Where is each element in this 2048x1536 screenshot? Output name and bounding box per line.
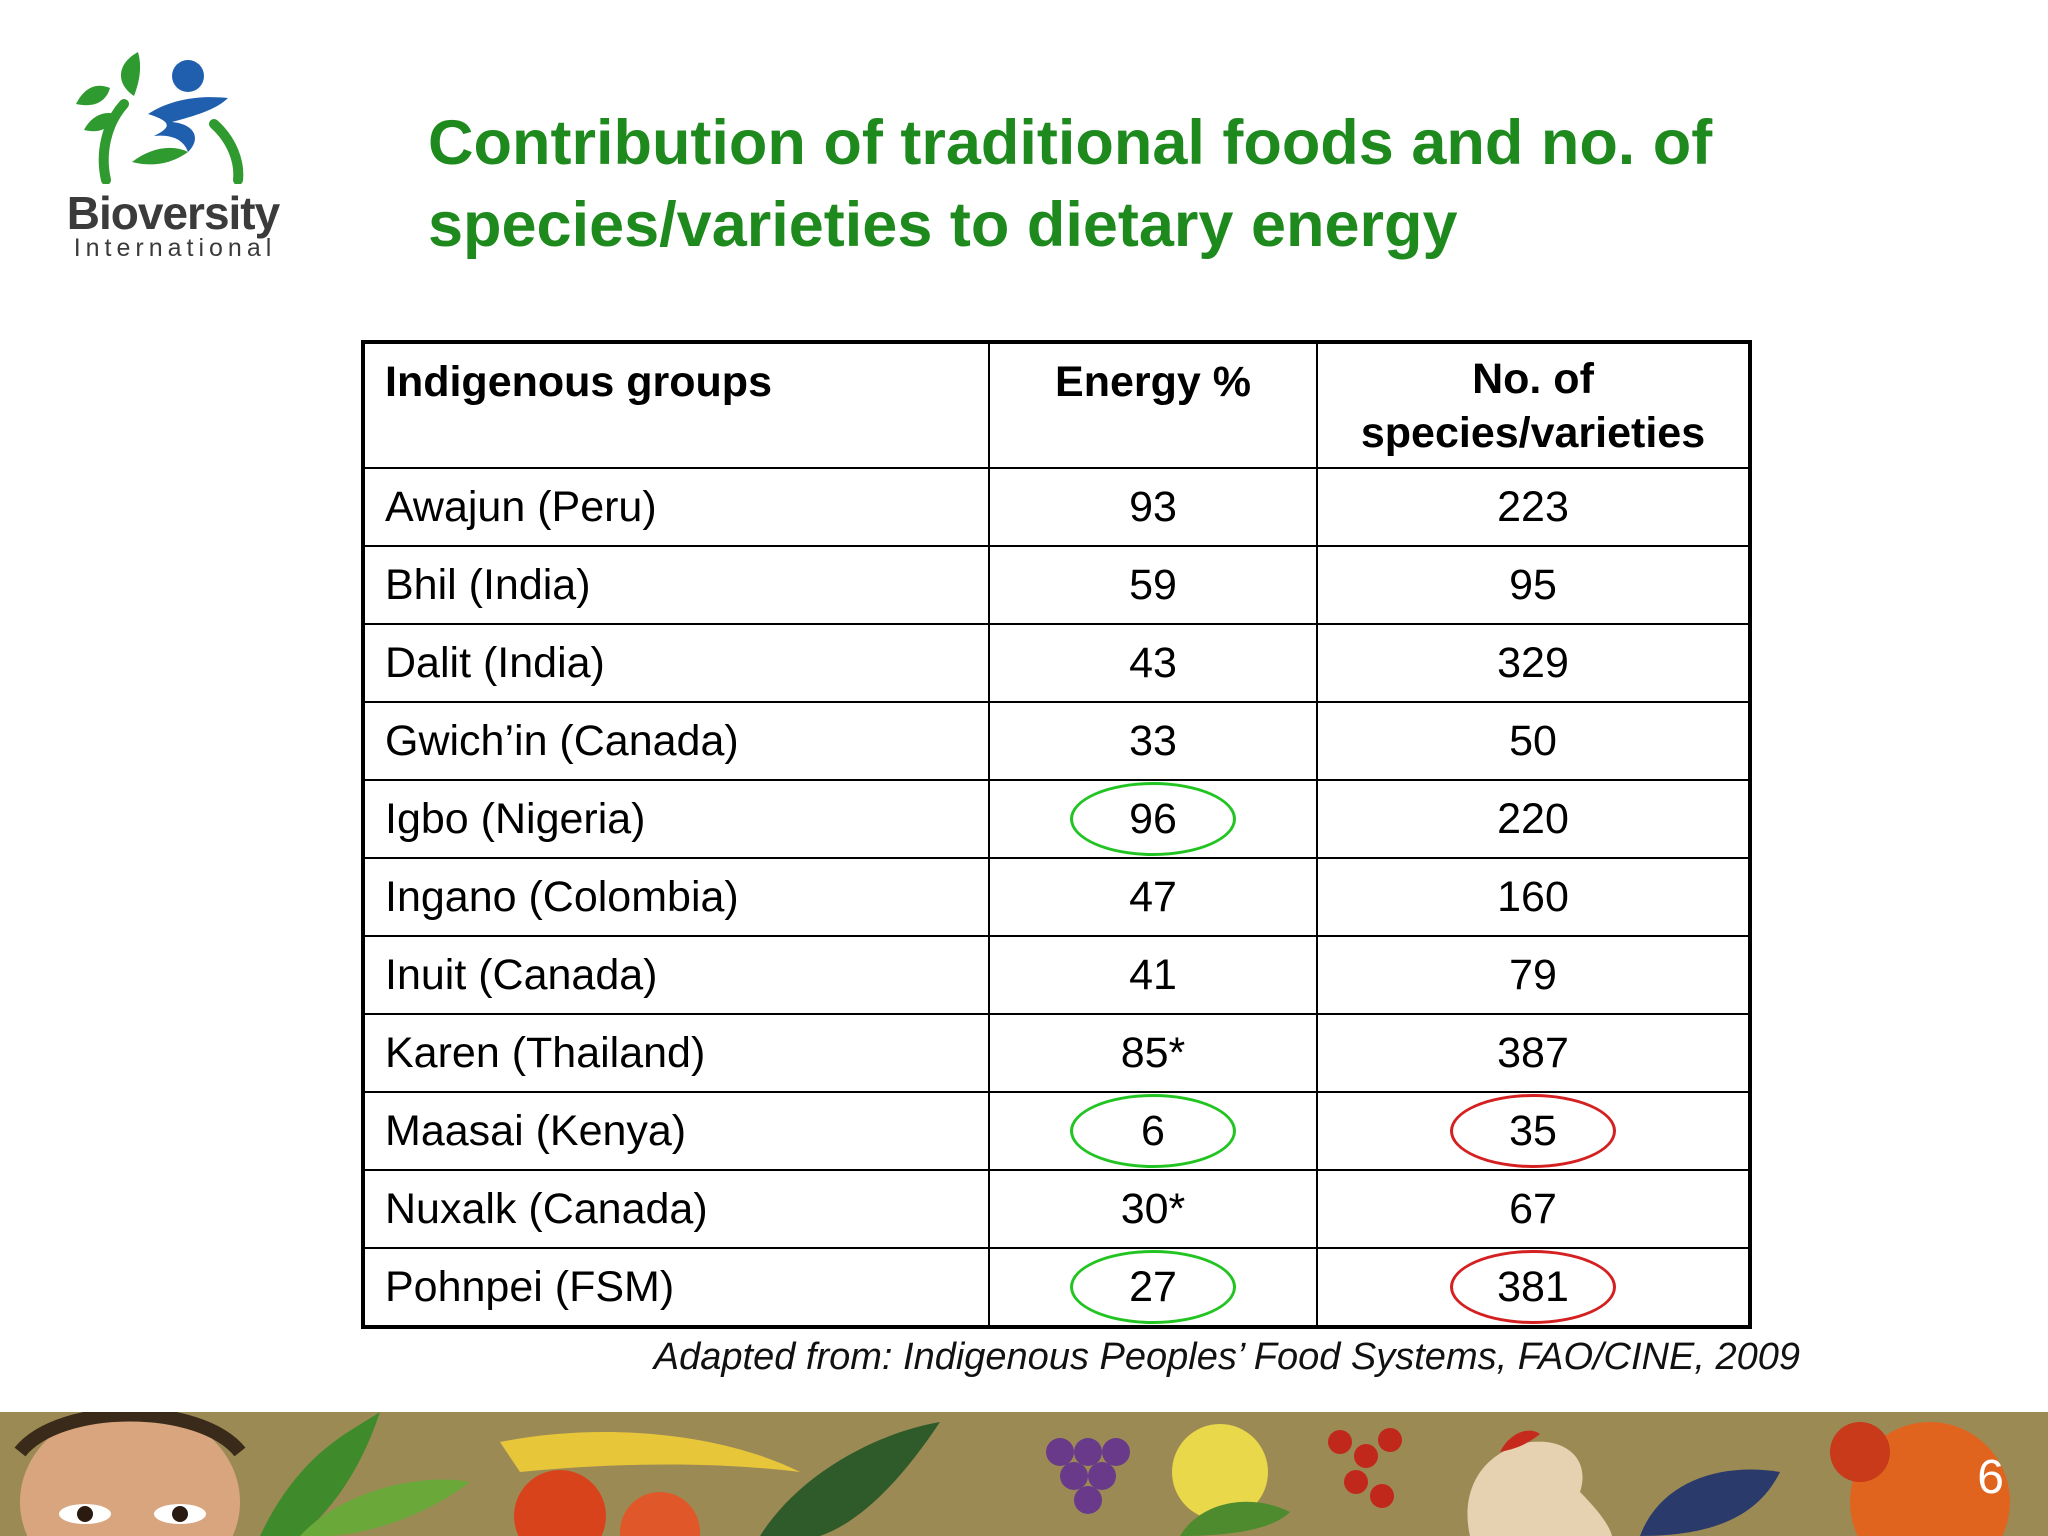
cell-species: 35 (1316, 1091, 1751, 1171)
cell-species: 223 (1316, 467, 1751, 547)
cell-energy: 59 (988, 545, 1318, 625)
header-species: No. of species/varieties (1316, 341, 1751, 469)
cell-species: 387 (1316, 1013, 1751, 1093)
cell-group: Karen (Thailand) (362, 1013, 990, 1093)
source-citation: Adapted from: Indigenous Peoples’ Food S… (653, 1336, 1800, 1378)
header-energy: Energy % (988, 341, 1318, 469)
table-row: Pohnpei (FSM) 27 381 (362, 1247, 1751, 1328)
table-row: Inuit (Canada) 41 79 (362, 935, 1751, 1015)
title-line-1: Contribution of traditional foods and no… (428, 108, 1713, 178)
painting-illustration (0, 1412, 2048, 1536)
header-species-line-1: No. of (1472, 355, 1594, 403)
cell-group: Dalit (India) (362, 623, 990, 703)
cell-group: Nuxalk (Canada) (362, 1169, 990, 1249)
logo-subtitle: International (73, 234, 277, 262)
cell-group: Awajun (Peru) (362, 467, 990, 547)
cell-species: 329 (1316, 623, 1751, 703)
cell-energy: 27 (988, 1247, 1318, 1328)
cell-energy: 96 (988, 779, 1318, 859)
cell-species-value: 35 (1509, 1106, 1557, 1155)
table-row: Ingano (Colombia) 47 160 (362, 857, 1751, 937)
table-header-row: Indigenous groups Energy % No. of specie… (362, 341, 1751, 469)
cell-energy: 47 (988, 857, 1318, 937)
cell-species: 95 (1316, 545, 1751, 625)
title-line-2: species/varieties to dietary energy (428, 190, 1458, 260)
decorative-painting-strip (0, 1412, 2048, 1536)
cell-species: 160 (1316, 857, 1751, 937)
cell-species-value: 381 (1497, 1262, 1569, 1311)
cell-species: 381 (1316, 1247, 1751, 1328)
table-row: Karen (Thailand) 85* 387 (362, 1013, 1751, 1093)
cell-energy: 30* (988, 1169, 1318, 1249)
cell-group: Pohnpei (FSM) (362, 1247, 990, 1328)
cell-energy: 43 (988, 623, 1318, 703)
cell-energy: 33 (988, 701, 1318, 781)
energy-table: Indigenous groups Energy % No. of specie… (361, 340, 1752, 1329)
cell-group: Bhil (India) (362, 545, 990, 625)
cell-species: 67 (1316, 1169, 1751, 1249)
table-row: Igbo (Nigeria) 96 220 (362, 779, 1751, 859)
cell-energy-value: 6 (1141, 1106, 1165, 1155)
table-row: Nuxalk (Canada) 30* 67 (362, 1169, 1751, 1249)
cell-group: Gwich’in (Canada) (362, 701, 990, 781)
table-row: Gwich’in (Canada) 33 50 (362, 701, 1751, 781)
cell-energy: 93 (988, 467, 1318, 547)
table-row: Awajun (Peru) 93 223 (362, 467, 1751, 547)
table-body: Awajun (Peru) 93 223 Bhil (India) 59 95 … (362, 467, 1751, 1328)
cell-group: Ingano (Colombia) (362, 857, 990, 937)
cell-energy-value: 27 (1129, 1262, 1177, 1311)
logo-figure-icon (76, 52, 244, 184)
cell-species: 79 (1316, 935, 1751, 1015)
table-row: Bhil (India) 59 95 (362, 545, 1751, 625)
slide-title: Contribution of traditional foods and no… (428, 102, 1878, 266)
header-indigenous-groups: Indigenous groups (362, 341, 990, 469)
cell-energy-value: 96 (1129, 794, 1177, 843)
cell-species: 220 (1316, 779, 1751, 859)
table-row: Dalit (India) 43 329 (362, 623, 1751, 703)
table-row: Maasai (Kenya) 6 35 (362, 1091, 1751, 1171)
bioversity-logo: Bioversity International (48, 44, 298, 264)
header-species-line-2: species/varieties (1360, 409, 1706, 457)
logo-name: Bioversity (66, 187, 280, 239)
cell-group: Igbo (Nigeria) (362, 779, 990, 859)
energy-table-wrapper: Indigenous groups Energy % No. of specie… (361, 340, 1752, 1329)
cell-energy: 6 (988, 1091, 1318, 1171)
cell-group: Inuit (Canada) (362, 935, 990, 1015)
cell-group: Maasai (Kenya) (362, 1091, 990, 1171)
cell-species: 50 (1316, 701, 1751, 781)
page-number: 6 (1977, 1451, 2004, 1504)
cell-energy: 41 (988, 935, 1318, 1015)
cell-energy: 85* (988, 1013, 1318, 1093)
